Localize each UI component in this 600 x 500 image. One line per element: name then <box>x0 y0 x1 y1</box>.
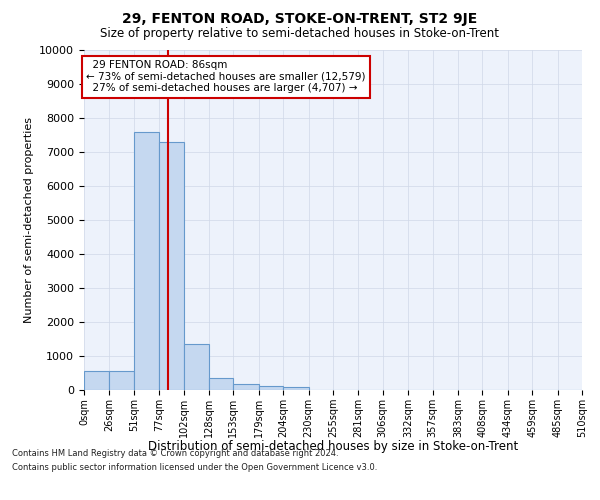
Bar <box>209 378 233 390</box>
Bar <box>84 372 109 390</box>
Bar <box>283 386 308 390</box>
Bar <box>134 132 159 390</box>
Bar <box>259 386 283 390</box>
Bar <box>184 344 209 390</box>
X-axis label: Distribution of semi-detached houses by size in Stoke-on-Trent: Distribution of semi-detached houses by … <box>148 440 518 453</box>
Y-axis label: Number of semi-detached properties: Number of semi-detached properties <box>24 117 34 323</box>
Text: 29, FENTON ROAD, STOKE-ON-TRENT, ST2 9JE: 29, FENTON ROAD, STOKE-ON-TRENT, ST2 9JE <box>122 12 478 26</box>
Text: 29 FENTON ROAD: 86sqm
← 73% of semi-detached houses are smaller (12,579)
  27% o: 29 FENTON ROAD: 86sqm ← 73% of semi-deta… <box>86 60 365 94</box>
Text: Contains public sector information licensed under the Open Government Licence v3: Contains public sector information licen… <box>12 464 377 472</box>
Bar <box>159 142 184 390</box>
Text: Contains HM Land Registry data © Crown copyright and database right 2024.: Contains HM Land Registry data © Crown c… <box>12 448 338 458</box>
Bar <box>109 372 134 390</box>
Text: Size of property relative to semi-detached houses in Stoke-on-Trent: Size of property relative to semi-detach… <box>101 28 499 40</box>
Bar <box>233 384 259 390</box>
